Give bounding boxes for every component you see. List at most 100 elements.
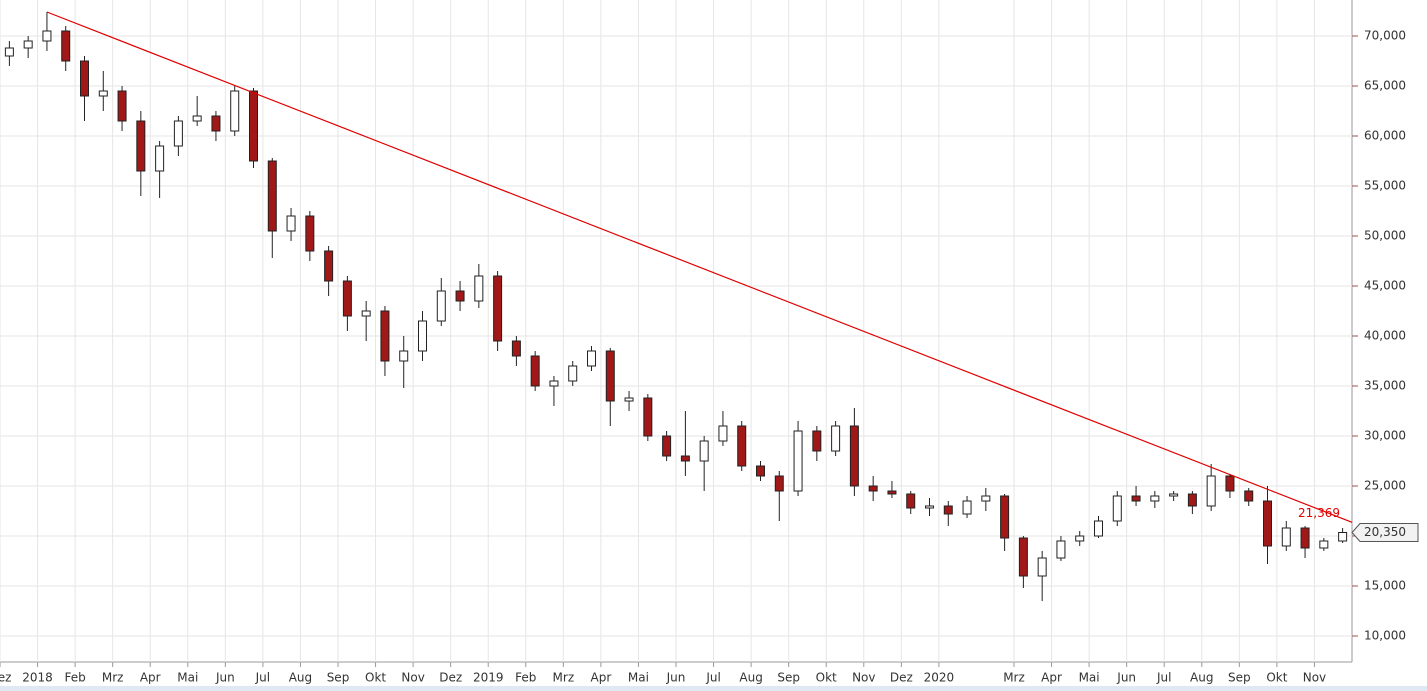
last-price-box (1351, 523, 1419, 542)
candle-body (436, 290, 446, 322)
candle-body (286, 215, 296, 232)
candle-body (718, 425, 728, 442)
candle-body (568, 365, 578, 382)
candle-body (249, 90, 258, 162)
trendline (46, 11, 1353, 523)
candle-body (1150, 495, 1160, 502)
candle-body (267, 160, 277, 232)
candle-body (1300, 527, 1310, 549)
trendline-label: 21,369 (1298, 506, 1340, 520)
candle-body (80, 60, 89, 97)
candle-body (1263, 500, 1272, 547)
candle-body (324, 250, 334, 282)
x-tick-label: Mrz (1003, 671, 1025, 685)
x-tick-label: 2020 (924, 671, 955, 685)
candle-body (587, 350, 596, 367)
x-tick-label: Mai (628, 671, 649, 685)
y-tick-label: 45,000 (1364, 279, 1406, 293)
y-tick-label: 15,000 (1364, 579, 1406, 593)
candle-body (23, 40, 33, 49)
y-tick-label: 70,000 (1364, 29, 1406, 43)
candle-body (455, 290, 465, 302)
candle-body (1244, 490, 1254, 502)
x-tick-label: Aug (1190, 671, 1213, 685)
candle-body (1319, 540, 1329, 549)
x-tick-label: Jul (705, 671, 720, 685)
x-tick-label: 2019 (473, 671, 504, 685)
x-tick-label: Sep (777, 671, 800, 685)
x-tick-label: Mrz (553, 671, 575, 685)
y-tick-label: 55,000 (1364, 179, 1406, 193)
candle-body (981, 495, 991, 502)
x-tick-label: Dez (0, 671, 11, 685)
x-tick-label: Mai (177, 671, 198, 685)
x-tick-label: Okt (816, 671, 837, 685)
y-tick-label: 40,000 (1364, 329, 1406, 343)
candle-body (192, 115, 202, 122)
candle-body (699, 440, 709, 462)
x-tick-label: Mrz (102, 671, 124, 685)
candle-body (812, 430, 822, 452)
x-tick-label: Okt (1266, 671, 1287, 685)
candle-body (530, 355, 540, 387)
candle-body (305, 215, 315, 252)
candle-body (1131, 495, 1141, 502)
x-tick-label: Aug (739, 671, 762, 685)
x-tick-label: Aug (289, 671, 312, 685)
candle-body (399, 350, 409, 362)
x-tick-label: Sep (1228, 671, 1251, 685)
candle-body (849, 425, 859, 487)
candle-body (831, 425, 841, 452)
y-tick-label: 30,000 (1364, 429, 1406, 443)
candle-body (925, 505, 934, 509)
candle-body (173, 120, 183, 147)
x-tick-label: 2018 (22, 671, 53, 685)
candle-body (42, 30, 52, 42)
x-tick-label: Mai (1079, 671, 1100, 685)
candle-body (962, 500, 972, 515)
candle-body (361, 310, 371, 317)
candle-body (211, 115, 221, 132)
candle-body (643, 397, 653, 437)
x-tick-label: Nov (401, 671, 424, 685)
candle-body (887, 490, 897, 495)
x-tick-label: Jun (215, 671, 235, 685)
candle-body (605, 350, 615, 402)
y-tick-label: 65,000 (1364, 79, 1406, 93)
candle-body (680, 455, 690, 462)
candle-body (117, 90, 127, 122)
candle-body (1056, 540, 1066, 559)
x-tick-label: Feb (64, 671, 85, 685)
candle-body (418, 320, 427, 352)
candle-body (1018, 537, 1028, 577)
last-price-label: 20,350 (1364, 525, 1406, 539)
y-tick-label: 50,000 (1364, 229, 1406, 243)
candle-body (380, 310, 390, 362)
candle-body (1338, 532, 1348, 542)
candle-body (1094, 520, 1103, 537)
candle-body (155, 145, 165, 172)
candle-body (1112, 495, 1122, 522)
candle-body (737, 425, 747, 467)
x-tick-label: Apr (1041, 671, 1062, 685)
candle-body (793, 430, 803, 492)
candle-body (230, 90, 240, 132)
candle-body (136, 120, 146, 172)
candle-body (4, 47, 14, 57)
candle-body (1206, 475, 1216, 507)
x-tick-label: Jun (666, 671, 686, 685)
y-tick-label: 25,000 (1364, 479, 1406, 493)
candle-body (474, 275, 484, 302)
candle-body (61, 30, 71, 62)
candle-body (1281, 527, 1291, 547)
x-tick-label: Jul (1156, 671, 1171, 685)
candle-body (906, 493, 916, 509)
candle-body (756, 465, 765, 477)
y-tick-label: 60,000 (1364, 129, 1406, 143)
y-tick-label: 10,000 (1364, 629, 1406, 643)
x-tick-label: Apr (140, 671, 161, 685)
x-tick-label: Jul (255, 671, 270, 685)
x-tick-label: Dez (439, 671, 462, 685)
